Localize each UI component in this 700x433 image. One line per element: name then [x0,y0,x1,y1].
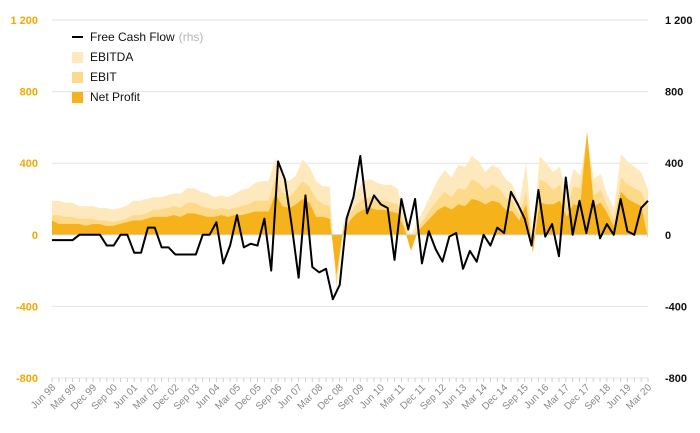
legend-item-ebit: EBIT [72,67,203,87]
line-free-cash-flow [52,155,649,301]
right-axis-label: 0 [665,230,671,242]
left-axis-label: 800 [20,87,38,99]
left-axis-label: 0 [32,230,38,242]
legend-swatch-net-profit [72,91,83,103]
right-axis-label: -800 [665,373,687,385]
legend-label-ebitda: EBITDA [90,50,134,64]
left-axis-label: -800 [16,373,38,385]
right-axis-label: 400 [665,158,683,170]
legend-label-fcf: Free Cash Flow [90,30,175,44]
left-axis-label: -400 [16,301,38,313]
left-axis-label: 400 [20,158,38,170]
right-axis-label: 800 [665,87,683,99]
right-axis-label: -400 [665,301,687,313]
legend-note-rhs: (rhs) [178,30,204,44]
legend-item-fcf: Free Cash Flow (rhs) [72,27,203,47]
legend-label-ebit: EBIT [90,70,117,84]
right-axis-label: 1 200 [665,15,693,27]
legend-item-net-profit: Net Profit [72,87,203,107]
legend-item-ebitda: EBITDA [72,47,203,67]
legend: Free Cash Flow (rhs) EBITDA EBIT Net Pro… [72,27,203,107]
left-axis-label: 1 200 [10,15,38,27]
legend-swatch-ebitda [72,51,83,63]
legend-line-fcf [72,36,83,38]
legend-label-net-profit: Net Profit [90,90,141,104]
legend-swatch-ebit [72,71,83,83]
